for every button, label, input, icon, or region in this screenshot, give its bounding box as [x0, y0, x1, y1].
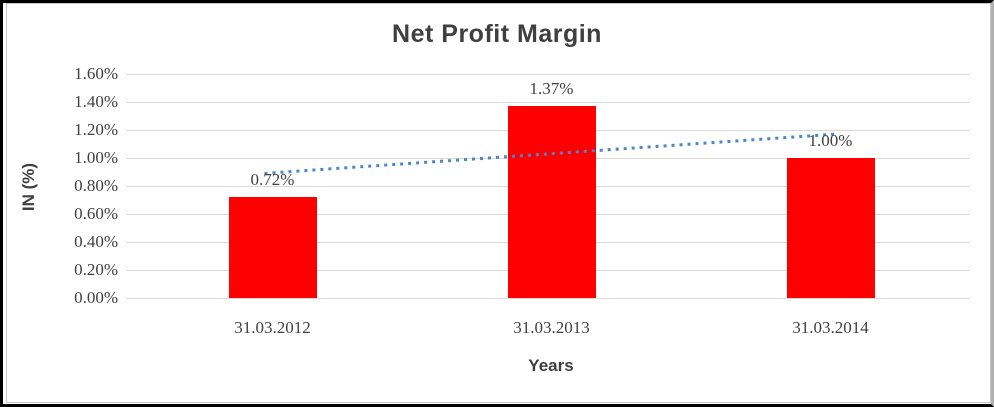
- gridline: [126, 102, 970, 103]
- y-axis-tick-label: 1.00%: [74, 148, 118, 167]
- x-axis-tick-label: 31.03.2014: [792, 318, 869, 337]
- y-axis-tick-label: 1.20%: [74, 120, 118, 139]
- y-axis-tick-label: 0.80%: [74, 176, 118, 195]
- data-label: 1.00%: [808, 131, 853, 150]
- bar-31.03.2012: [228, 197, 317, 298]
- gridline: [126, 74, 970, 75]
- data-label: 0.72%: [250, 170, 295, 190]
- data-label: 1.37%: [529, 79, 574, 99]
- x-axis-tick-label: 31.03.2012: [234, 318, 311, 337]
- gridline: [126, 298, 970, 299]
- y-axis-title: IN (%): [19, 162, 38, 212]
- y-axis-tick-label: 1.60%: [74, 64, 118, 83]
- x-axis-tick-label: 31.03.2013: [513, 318, 590, 337]
- chart-title: Net Profit Margin: [392, 20, 602, 48]
- bar-31.03.2014: [786, 158, 875, 298]
- y-axis-tick-label: 0.40%: [74, 232, 118, 251]
- bar-31.03.2013: [507, 106, 596, 298]
- y-axis-tick-label: 0.60%: [74, 204, 118, 223]
- y-axis-tick-label: 0.00%: [74, 288, 118, 307]
- y-axis-tick-label: 1.40%: [74, 92, 118, 111]
- y-axis-tick-label: 0.20%: [74, 260, 118, 279]
- x-axis-title: Years: [528, 356, 574, 375]
